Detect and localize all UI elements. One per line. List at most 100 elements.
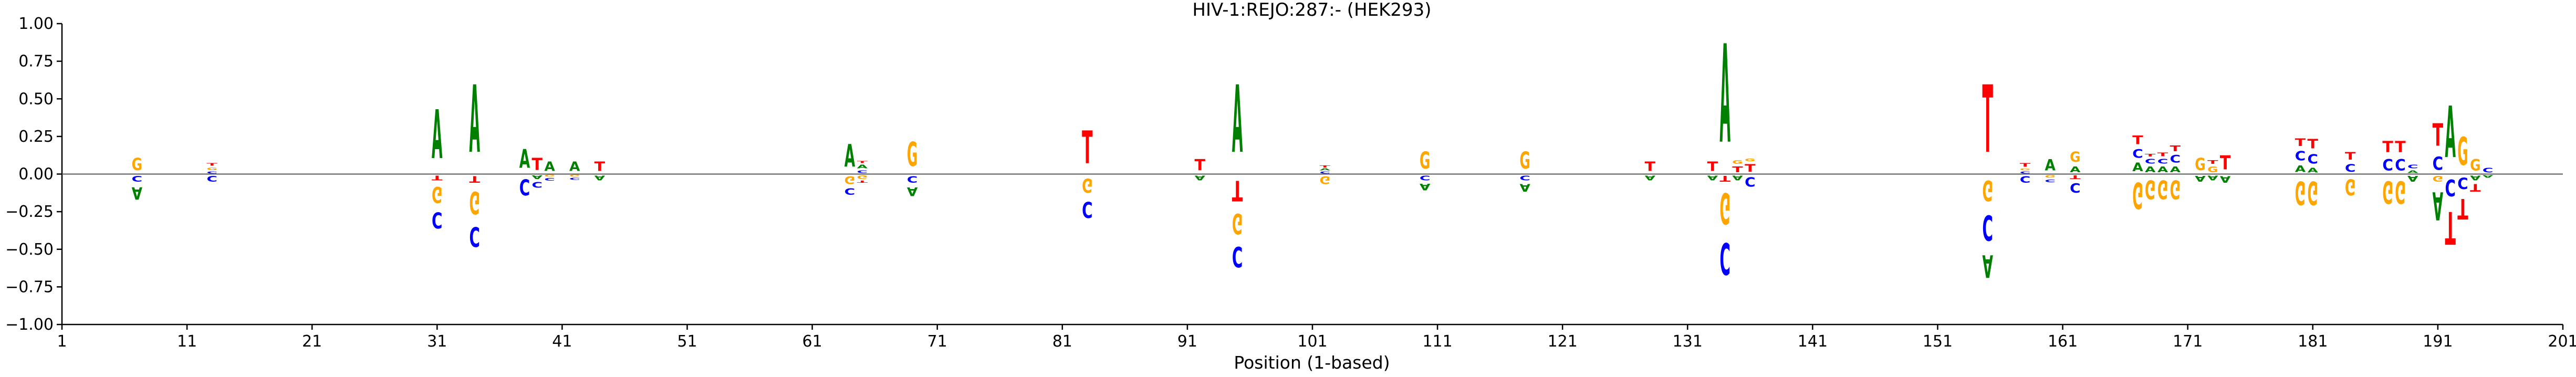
x-tick-label: 51 [677, 332, 697, 351]
svg-text:T: T [2295, 137, 2306, 149]
logo-letter-G: G [1732, 159, 1743, 165]
logo-letter-C: C [2020, 171, 2030, 174]
y-tick-label: −0.75 [5, 278, 54, 296]
svg-text:C: C [1745, 174, 1755, 188]
logo-letter-C: C [2132, 147, 2143, 160]
svg-text:T: T [2445, 201, 2456, 253]
svg-text:C: C [1420, 174, 1430, 181]
x-tick-label: 31 [427, 332, 447, 351]
svg-text:C: C [469, 221, 479, 252]
logo-letter-G: G [2295, 173, 2306, 211]
logo-letter-G: G [2132, 174, 2143, 216]
logo-letter-G: G [132, 154, 142, 174]
logo-letter-G: G [2207, 165, 2218, 174]
logo-letter-C: C [2308, 152, 2318, 167]
svg-text:C: C [532, 180, 543, 189]
logo-letter-C: C [2020, 174, 2030, 184]
logo-letter-A: A [544, 160, 555, 175]
svg-text:C: C [1232, 240, 1243, 273]
logo-letter-A: A [132, 183, 143, 203]
logo-letter-A: A [569, 160, 580, 175]
logo-letter-T: T [2132, 134, 2143, 147]
svg-text:A: A [2145, 165, 2156, 174]
svg-text:A: A [2157, 165, 2168, 174]
svg-text:G: G [1520, 148, 1530, 174]
x-tick-label: 161 [2048, 332, 2078, 351]
svg-text:A: A [1194, 174, 1205, 181]
x-tick-label: 101 [1297, 332, 1327, 351]
svg-text:C: C [1983, 207, 1993, 248]
logo-letter-T: T [2308, 137, 2319, 152]
svg-text:T: T [1645, 160, 1656, 174]
logo-letter-C: C [2170, 153, 2181, 165]
logo-letter-A: A [2070, 165, 2081, 174]
logo-letter-G: G [2345, 174, 2355, 200]
svg-text:G: G [1983, 174, 1993, 207]
svg-text:A: A [857, 163, 868, 170]
logo-letter-C: C [2345, 162, 2355, 174]
svg-text:G: G [2020, 168, 2030, 171]
svg-text:T: T [2433, 118, 2444, 153]
logo-letter-T: T [1082, 122, 1093, 174]
logo-letter-A: A [1707, 174, 1718, 181]
logo-letter-G: G [2195, 154, 2205, 174]
svg-text:G: G [1320, 174, 1330, 186]
logo-letter-T: T [2145, 153, 2156, 158]
svg-text:A: A [2483, 174, 2493, 179]
logo-letter-A: A [1719, 17, 1730, 174]
svg-text:G: G [2170, 174, 2181, 204]
logo-letter-C: C [206, 174, 217, 183]
svg-text:T: T [595, 160, 606, 174]
x-tick-label: 61 [802, 332, 822, 351]
svg-text:G: G [2433, 174, 2443, 183]
svg-text:C: C [2070, 180, 2080, 194]
svg-text:C: C [206, 174, 217, 183]
svg-text:C: C [1520, 174, 1530, 181]
logo-letter-G: G [1983, 174, 1993, 207]
logo-letter-G: G [844, 174, 855, 186]
logo-letter-C: C [1520, 174, 1530, 181]
logo-letter-A: A [1645, 174, 1656, 181]
y-tick-label: 0.25 [18, 128, 54, 146]
logo-letter-A: A [2220, 174, 2231, 184]
logo-letter-A: A [2157, 165, 2168, 174]
svg-text:T: T [2157, 152, 2169, 158]
logo-letter-T: T [1194, 156, 1205, 175]
logo-letter-G: G [2433, 174, 2443, 183]
logo-letter-G: G [569, 174, 580, 177]
svg-text:G: G [844, 174, 855, 186]
svg-text:C: C [2457, 174, 2468, 192]
logo-letter-T: T [2170, 144, 2181, 153]
svg-text:T: T [1320, 165, 1331, 169]
svg-text:C: C [2170, 153, 2181, 165]
logo-letter-G: G [206, 167, 217, 171]
svg-text:A: A [2132, 160, 2143, 174]
svg-text:A: A [2045, 156, 2056, 174]
svg-text:G: G [206, 167, 217, 171]
logo-letter-A: A [2308, 166, 2319, 174]
svg-text:T: T [1082, 122, 1093, 174]
svg-text:C: C [2020, 171, 2030, 174]
logo-letter-G: G [1719, 183, 1730, 232]
logo-letter-A: A [469, 66, 479, 174]
svg-text:T: T [857, 161, 868, 164]
svg-text:G: G [1732, 159, 1743, 165]
logo-letter-T: T [2207, 159, 2219, 165]
svg-text:A: A [595, 174, 606, 181]
logo-letter-G: G [1082, 174, 1092, 196]
svg-text:C: C [2433, 154, 2443, 174]
svg-text:T: T [2457, 192, 2468, 224]
svg-text:A: A [2407, 170, 2418, 174]
x-tick-label: 121 [1548, 332, 1578, 351]
logo-letter-G: G [2170, 174, 2181, 204]
logo-letter-C: C [844, 186, 855, 196]
logo-letter-C: C [2433, 154, 2443, 174]
logo-letter-T: T [1707, 160, 1718, 174]
logo-letter-G: G [2145, 174, 2155, 204]
svg-text:G: G [1420, 148, 1430, 174]
svg-text:A: A [432, 96, 442, 174]
svg-text:G: G [2457, 129, 2468, 174]
svg-text:A: A [2195, 174, 2206, 183]
logo-letter-A: A [1232, 66, 1243, 174]
svg-text:C: C [132, 174, 142, 183]
